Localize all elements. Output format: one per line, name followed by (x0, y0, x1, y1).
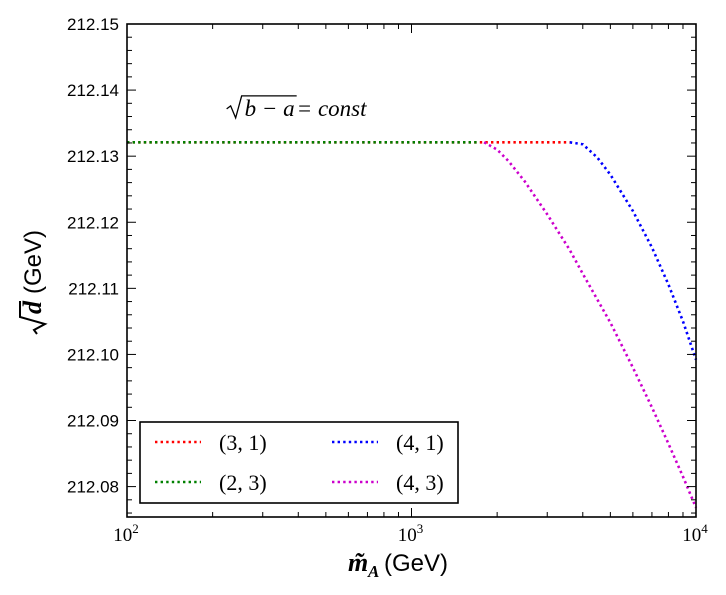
y-tick-label: 212.15 (67, 15, 119, 34)
series-line-4-1 (569, 141, 698, 361)
y-axis-title-symbol: d (18, 300, 47, 314)
y-tick-label: 212.09 (67, 412, 119, 431)
y-tick-label: 212.11 (68, 279, 119, 298)
annotation-rest: = const (297, 96, 367, 121)
x-axis-title-symbol: m̃ (348, 548, 368, 577)
series-layer (127, 141, 698, 509)
x-axis-title-subscript: A (367, 562, 379, 581)
ticks-layer: 212.08 212.09 212.10 212.11 212.12 212.13 212.… (67, 15, 708, 546)
y-axis-title: d (GeV) (18, 230, 48, 335)
y-axis-title-unit: (GeV) (20, 230, 47, 294)
x-tick-label-exponent: 3 (417, 521, 424, 536)
legend-box (139, 421, 459, 504)
legend-label: (2, 3) (219, 470, 267, 495)
y-tick-label: 212.14 (67, 81, 119, 100)
x-tick-label: 104 (682, 521, 708, 546)
y-tick-label: 212.12 (67, 213, 119, 232)
y-axis-title-sqrt-sign (19, 301, 48, 335)
legend-label: (3, 1) (219, 430, 267, 455)
x-tick-label-exponent: 4 (701, 521, 708, 536)
legend-label: (4, 3) (396, 470, 444, 495)
x-axis-title-unit: (GeV) (384, 550, 448, 577)
legend: (3, 1) (2, 3) (4, 1) (4, 3) (139, 421, 459, 504)
y-tick-label: 212.10 (67, 345, 119, 364)
legend-entries: (3, 1) (2, 3) (4, 1) (4, 3) (155, 430, 444, 495)
x-tick-label: 103 (398, 521, 424, 546)
legend-label: (4, 1) (396, 430, 444, 455)
y-tick-label: 212.13 (67, 147, 119, 166)
x-tick-label-exponent: 2 (132, 521, 139, 536)
x-tick-label: 102 (113, 521, 139, 546)
x-axis-title: m̃ A (GeV) (348, 548, 448, 581)
y-tick-label: 212.08 (67, 478, 119, 497)
annotation-sqrt-sign (226, 95, 297, 120)
annotation-radicand: b − a (245, 96, 295, 121)
annotation: b − a = const (226, 95, 367, 121)
